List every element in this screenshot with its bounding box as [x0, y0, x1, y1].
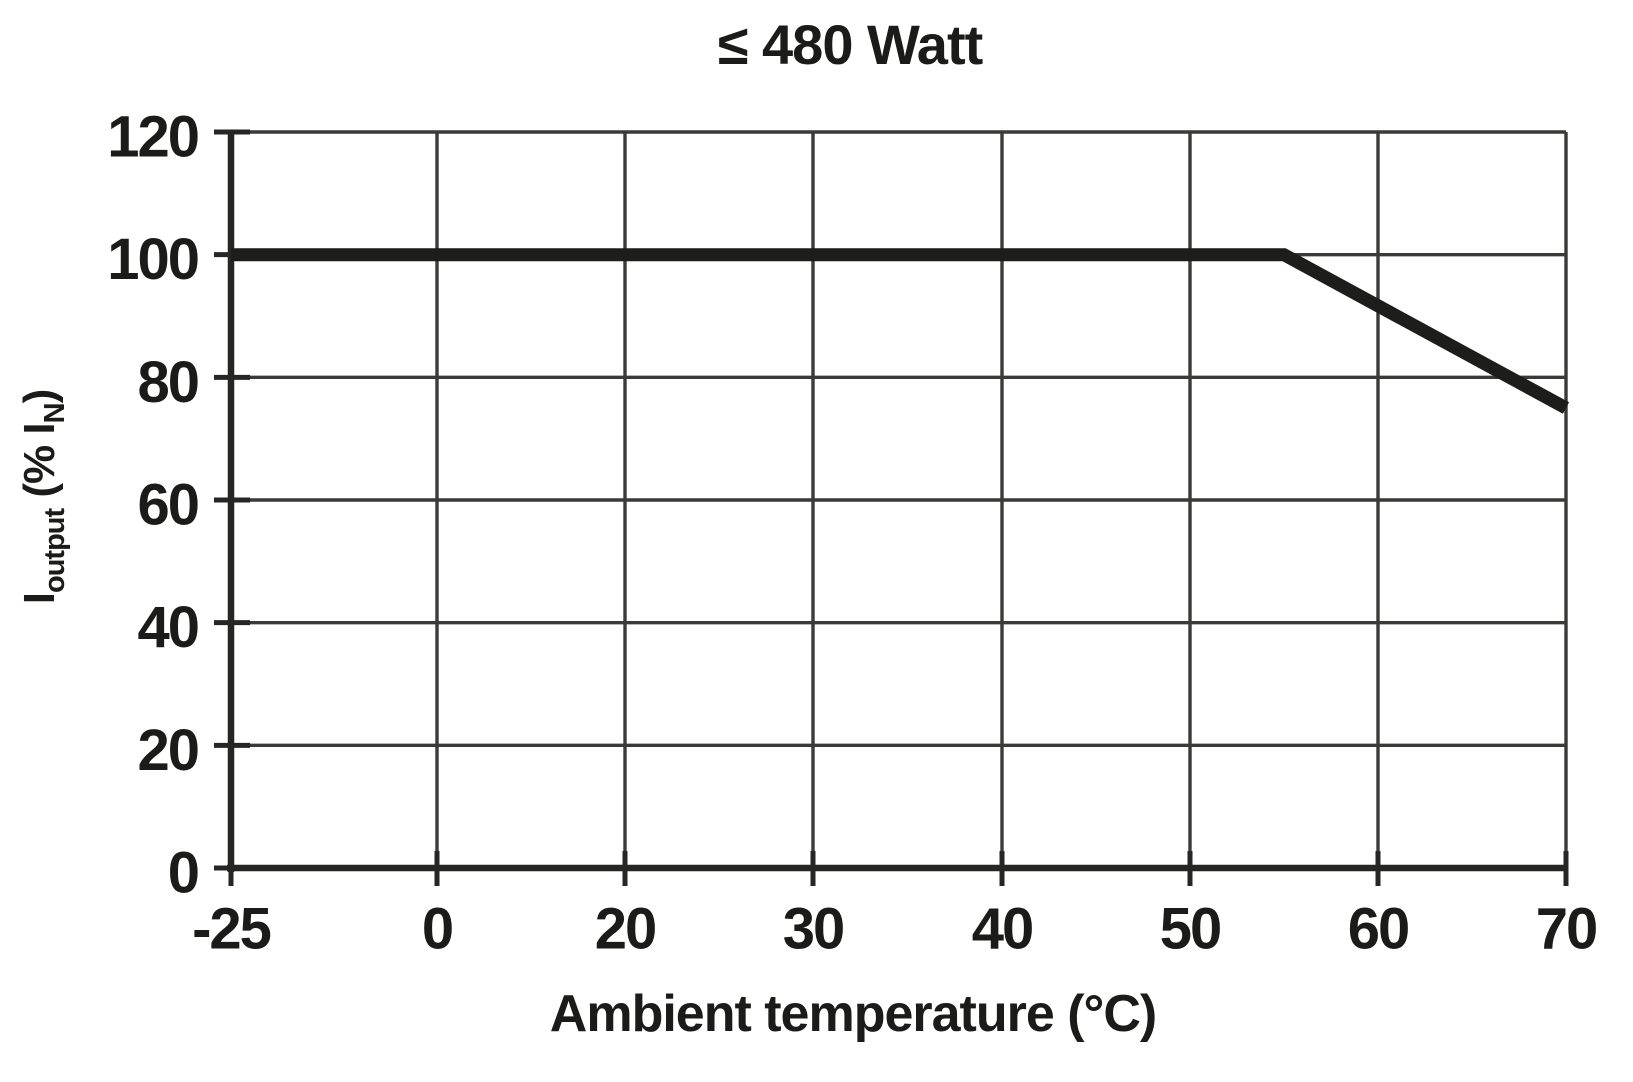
x-tick-label: 0 [422, 897, 452, 962]
derating-curve [231, 248, 1570, 414]
x-tick-label: 60 [1348, 897, 1409, 962]
x-tick-label: 40 [972, 897, 1033, 962]
y-tick-label: 40 [137, 595, 198, 660]
x-axis-title: Ambient temperature (°C) [549, 985, 1157, 1043]
x-tick-label: 70 [1536, 897, 1597, 962]
y-axis-title-subscript-output: output [38, 508, 71, 593]
x-tick-label: 50 [1160, 897, 1221, 962]
chart-title: ≤ 480 Watt [717, 13, 984, 76]
y-axis-title: Ioutput (% IN) [15, 389, 71, 605]
y-tick-label: 80 [137, 350, 198, 415]
y-tick-label: 60 [137, 473, 198, 538]
x-tick-label: 30 [783, 897, 844, 962]
y-axis-title-unit-close: ) [15, 389, 64, 404]
y-tick-label: 0 [168, 841, 198, 906]
x-tick-label: -25 [192, 897, 271, 962]
y-tick-label: 120 [107, 105, 198, 170]
y-axis-title-unit-open: (% I [15, 423, 64, 509]
y-tick-label: 20 [137, 718, 198, 783]
x-tick-label: 20 [595, 897, 656, 962]
y-axis-title-symbol: I [15, 593, 64, 605]
y-tick-label: 100 [107, 227, 198, 292]
y-axis-title-subscript-n: N [38, 403, 71, 424]
